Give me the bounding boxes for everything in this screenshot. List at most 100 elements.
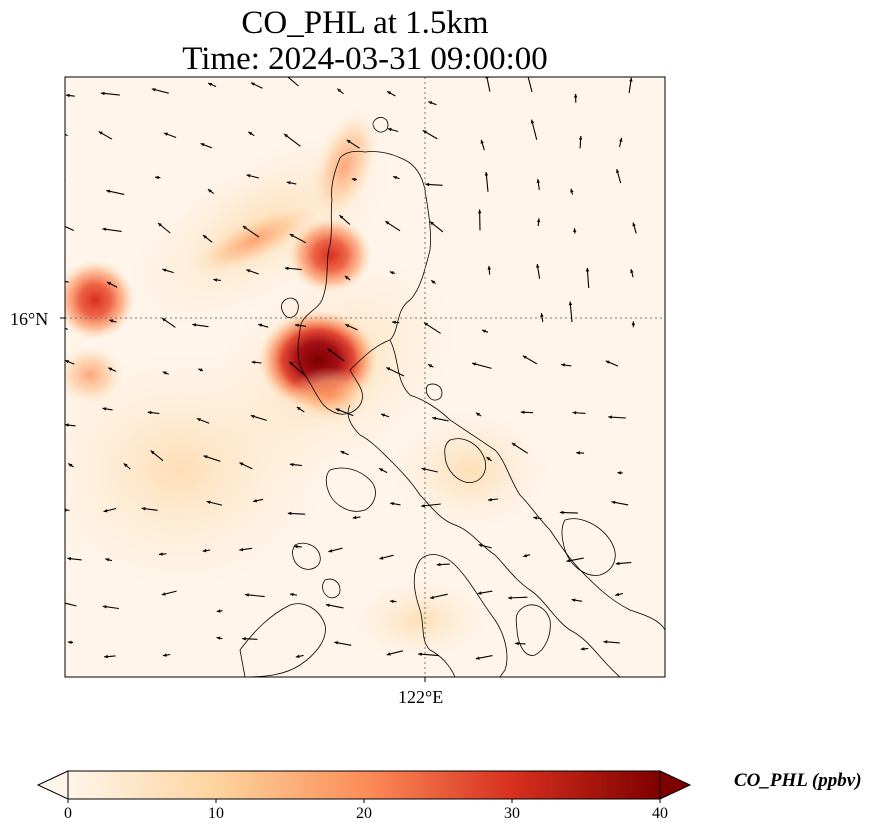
wind-arrow-head [207,189,212,193]
wind-arrow-head [159,552,163,556]
wind-arrow-head [325,603,330,607]
wind-arrow-head [508,596,512,600]
coastline-islet-2 [281,297,299,318]
wind-arrow-head [242,637,246,641]
wind-arrow-head [428,101,433,105]
wind-arrow-head [284,266,289,271]
wind-arrow-shaft [287,77,299,87]
wind-arrow-head [631,321,636,326]
wind-arrow-head [103,509,108,513]
wind-arrow-head [608,415,612,419]
wind-arrow-head [284,133,288,138]
wind-arrow-head [283,73,287,77]
wind-arrow-head [390,502,394,506]
wind-arrow-head [161,592,166,596]
wind-arrow-head [123,463,128,467]
coastline-luzon-north [297,150,431,415]
wind-arrow-head [522,355,527,359]
wind-arrow-head [559,510,564,515]
wind-arrow-head [202,548,207,553]
wind-arrow-head [536,179,541,183]
wind-arrow-head [289,234,294,238]
wind-arrow-head [533,516,538,520]
wind-arrow-head [576,451,580,455]
wind-arrow-head [52,172,56,175]
wind-arrow-head [287,511,292,516]
wind-arrow-head [56,222,60,225]
colorbar [36,770,692,803]
lat-tick-label: 16°N [10,309,49,329]
wind-arrow-head [251,360,256,364]
colorbar-tick-label: 30 [504,805,520,822]
wind-arrow-shaft [65,602,77,607]
wind-arrow-head [213,278,218,282]
wind-arrow-head [573,93,578,98]
wind-arrow-head [107,282,111,286]
wind-arrow-head [566,558,571,563]
wind-arrow-head [196,418,201,422]
wind-arrow-head [104,654,108,659]
wind-arrow-head [294,544,298,549]
wind-arrow-head [585,267,590,272]
lon-tick-label: 122°E [398,687,444,707]
wind-arrow-head [158,223,162,227]
wind-arrow-head [346,139,351,144]
wind-arrow-head [617,471,622,475]
colorbar-extend-max [659,770,692,800]
wind-arrow-head [286,181,291,185]
wind-arrow-head [605,360,610,364]
wind-arrow-head [66,93,70,98]
colorbar-tick-label: 0 [64,805,72,822]
wind-arrow-head [151,88,156,92]
wind-arrow-head [246,269,251,273]
wind-vectors [52,73,637,660]
wind-arrow-head [162,318,166,322]
wind-arrow-head [141,507,146,511]
wind-arrow-head [334,641,339,645]
colorbar-label: CO_PHL (ppbv) [734,770,862,791]
wind-arrow-head [387,127,392,132]
wind-arrow-head [475,656,480,660]
wind-arrow-head [162,653,167,657]
wind-arrow-head [216,609,221,613]
concentration-field [65,77,665,677]
wind-arrow-head [526,73,529,77]
wind-arrow-head [216,636,221,640]
wind-arrow-head [572,411,577,415]
wind-arrow-head [385,221,390,225]
wind-arrow-head [392,320,396,324]
coastline-islet-5 [425,383,443,401]
coastline-island-gulf [444,438,486,483]
wind-arrow-head [571,598,576,602]
wind-arrow-head [250,82,255,86]
wind-arrow-head [106,189,111,193]
coastline-islet-3 [292,542,321,570]
wind-arrow-head [248,131,253,136]
wind-arrow-shaft [65,280,69,283]
wind-arrow-head [65,360,69,364]
wind-arrow-head [561,363,565,367]
wind-arrow-head [289,361,294,366]
wind-arrow-head [289,462,294,467]
wind-arrow-head [239,547,244,552]
wind-arrow-head [486,457,491,461]
wind-arrow-head [200,143,205,147]
wind-arrow-head [242,226,247,230]
wind-arrow-head [430,221,434,226]
coastlines [239,117,665,677]
wind-arrow-head [540,313,544,317]
wind-arrow-head [432,416,437,421]
wind-arrow-head [352,515,357,520]
wind-arrow-head [340,451,345,455]
wind-arrow-head [530,119,535,124]
map-frame [64,76,666,678]
wind-arrow-head [629,77,633,82]
wind-arrow-shaft [65,225,75,232]
colorbar-extend-min [36,770,69,800]
coastline-islet-4 [322,578,341,599]
wind-arrow-head [615,561,620,566]
wind-arrow-head [203,235,207,239]
wind-arrow-head [520,410,525,414]
colorbar-tick-label: 40 [652,805,668,822]
